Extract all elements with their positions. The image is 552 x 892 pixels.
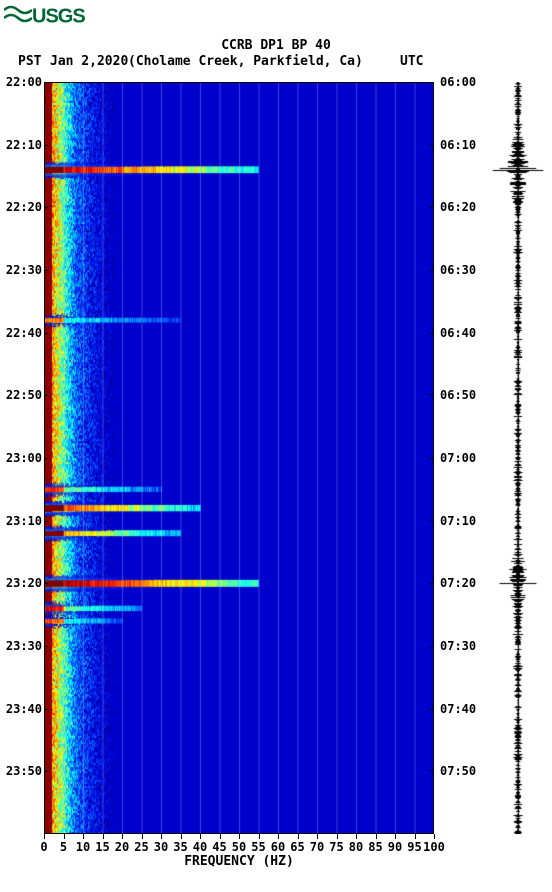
y-axis-left: 22:0022:1022:2022:3022:4022:5023:0023:10… xyxy=(0,82,44,834)
y-tick-left: 23:20 xyxy=(6,576,42,590)
y-tick-left: 23:40 xyxy=(6,702,42,716)
x-tick: 15 xyxy=(95,840,109,854)
x-tick: 70 xyxy=(310,840,324,854)
y-tick-right: 07:40 xyxy=(440,702,476,716)
x-tick: 45 xyxy=(212,840,226,854)
usgs-logo-text: USGS xyxy=(32,5,85,27)
x-tick: 65 xyxy=(290,840,304,854)
y-tick-right: 07:20 xyxy=(440,576,476,590)
location-label: (Cholame Creek, Parkfield, Ca) xyxy=(128,54,363,69)
y-tick-left: 23:50 xyxy=(6,764,42,778)
tz-left-label: PST xyxy=(18,54,41,69)
y-tick-right: 07:00 xyxy=(440,451,476,465)
y-tick-left: 23:00 xyxy=(6,451,42,465)
y-tick-left: 22:10 xyxy=(6,138,42,152)
x-tick: 5 xyxy=(60,840,67,854)
y-tick-right: 06:50 xyxy=(440,388,476,402)
y-tick-left: 23:10 xyxy=(6,514,42,528)
x-tick: 40 xyxy=(193,840,207,854)
x-tick: 25 xyxy=(134,840,148,854)
tz-right-label: UTC xyxy=(400,54,423,69)
usgs-wave-icon xyxy=(4,4,32,30)
x-tick: 95 xyxy=(407,840,421,854)
y-tick-left: 22:30 xyxy=(6,263,42,277)
x-axis-label: FREQUENCY (HZ) xyxy=(44,854,434,869)
chart-title: CCRB DP1 BP 40 xyxy=(0,38,552,53)
seismogram-plot xyxy=(490,82,546,834)
x-tick: 85 xyxy=(368,840,382,854)
y-tick-right: 06:30 xyxy=(440,263,476,277)
x-tick: 75 xyxy=(329,840,343,854)
x-tick: 10 xyxy=(76,840,90,854)
usgs-logo: USGS xyxy=(4,4,85,30)
date-label: Jan 2,2020 xyxy=(50,54,128,69)
x-tick: 100 xyxy=(423,840,445,854)
y-tick-right: 06:00 xyxy=(440,75,476,89)
x-tick: 55 xyxy=(251,840,265,854)
y-tick-left: 22:20 xyxy=(6,200,42,214)
y-tick-left: 22:50 xyxy=(6,388,42,402)
y-tick-right: 07:30 xyxy=(440,639,476,653)
y-tick-right: 06:20 xyxy=(440,200,476,214)
x-tick: 50 xyxy=(232,840,246,854)
x-tick: 80 xyxy=(349,840,363,854)
y-tick-left: 23:30 xyxy=(6,639,42,653)
x-tick: 20 xyxy=(115,840,129,854)
x-tick: 35 xyxy=(173,840,187,854)
y-axis-right: 06:0006:1006:2006:3006:4006:5007:0007:10… xyxy=(434,82,484,834)
y-tick-left: 22:00 xyxy=(6,75,42,89)
y-tick-right: 06:10 xyxy=(440,138,476,152)
x-tick: 30 xyxy=(154,840,168,854)
y-tick-left: 22:40 xyxy=(6,326,42,340)
x-tick: 60 xyxy=(271,840,285,854)
seismogram-canvas xyxy=(490,82,546,834)
y-tick-right: 07:50 xyxy=(440,764,476,778)
spectrogram-canvas xyxy=(44,82,434,834)
x-tick: 90 xyxy=(388,840,402,854)
y-tick-right: 07:10 xyxy=(440,514,476,528)
spectrogram-plot xyxy=(44,82,434,834)
y-tick-right: 06:40 xyxy=(440,326,476,340)
x-tick: 0 xyxy=(40,840,47,854)
